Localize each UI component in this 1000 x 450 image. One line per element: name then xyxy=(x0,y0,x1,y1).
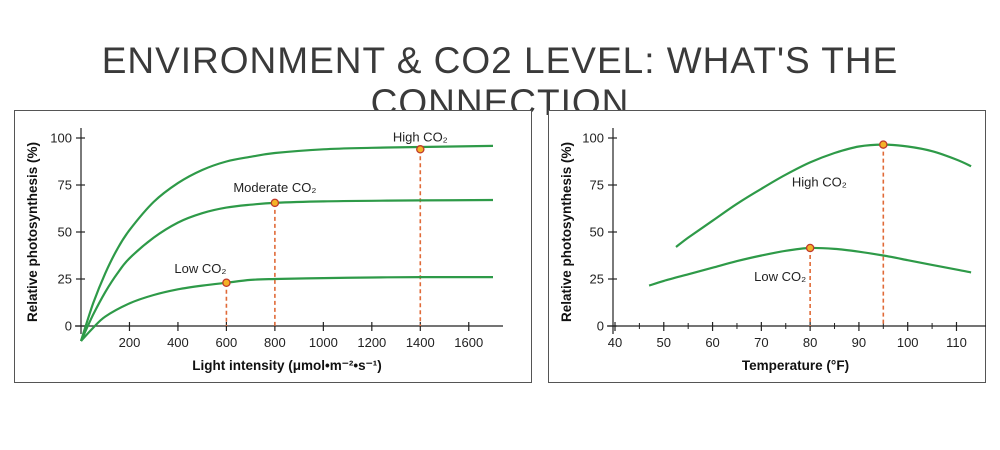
x-tick-label: 40 xyxy=(608,335,622,350)
x-tick-label: 1400 xyxy=(406,335,435,350)
x-axis-label: Light intensity (μmol•m⁻²•s⁻¹) xyxy=(192,358,381,373)
x-tick-label: 200 xyxy=(119,335,141,350)
x-tick-label: 70 xyxy=(754,335,768,350)
x-tick-label: 1200 xyxy=(357,335,386,350)
y-tick-label: 0 xyxy=(597,319,604,334)
peak-marker xyxy=(270,198,280,208)
y-tick-label: 100 xyxy=(582,131,604,146)
series-line xyxy=(80,198,494,342)
series-label: High CO₂ xyxy=(792,175,847,190)
page-title: ENVIRONMENT & CO2 LEVEL: WHAT'S THE CONN… xyxy=(101,40,899,123)
series-line xyxy=(80,276,493,342)
y-tick-label: 25 xyxy=(58,272,72,287)
x-tick-label: 600 xyxy=(216,335,238,350)
y-tick-label: 100 xyxy=(50,131,72,146)
x-axis-label: Temperature (°F) xyxy=(742,358,849,373)
y-tick-label: 0 xyxy=(65,319,72,334)
x-tick-label: 80 xyxy=(803,335,817,350)
y-tick-label: 25 xyxy=(590,272,604,287)
peak-marker xyxy=(222,278,231,288)
y-axis-label: Relative photosynthesis (%) xyxy=(559,142,574,322)
x-tick-label: 800 xyxy=(264,335,286,350)
peak-marker xyxy=(805,243,815,253)
y-tick-label: 75 xyxy=(590,178,604,193)
series-line xyxy=(675,143,972,248)
y-axis-label: Relative photosynthesis (%) xyxy=(25,142,40,322)
x-tick-label: 50 xyxy=(657,335,671,350)
y-tick-label: 50 xyxy=(590,225,604,240)
x-tick-label: 110 xyxy=(946,335,967,350)
light-intensity-chart-panel: 0 25 50 75 100 200 400 600 800 1000 1200 1400 1600 Li… xyxy=(14,110,532,383)
light-intensity-chart: 0 25 50 75 100 200 400 600 800 1000 1200 1400 1600 Li… xyxy=(25,128,503,373)
x-tick-label: 1000 xyxy=(309,335,338,350)
series-line xyxy=(79,144,494,342)
y-tick-label: 75 xyxy=(58,178,72,193)
x-tick-label: 60 xyxy=(705,335,719,350)
peak-marker xyxy=(416,145,425,154)
series-label: Low CO₂ xyxy=(174,261,226,276)
x-tick-label: 90 xyxy=(852,335,866,350)
x-tick-label: 1600 xyxy=(454,335,483,350)
x-tick-label: 100 xyxy=(897,335,919,350)
x-tick-label: 400 xyxy=(167,335,189,350)
peak-marker xyxy=(879,140,888,149)
series-label: Moderate CO₂ xyxy=(233,180,316,195)
y-tick-label: 50 xyxy=(58,225,72,240)
temperature-chart: 0 25 50 75 100 40 50 60 70 80 90 100 110 Temperature … xyxy=(559,128,986,373)
temperature-chart-panel: 0 25 50 75 100 40 50 60 70 80 90 100 110 Temperature … xyxy=(548,110,986,383)
series-label: Low CO₂ xyxy=(754,269,806,284)
series-label: High CO₂ xyxy=(393,129,448,144)
